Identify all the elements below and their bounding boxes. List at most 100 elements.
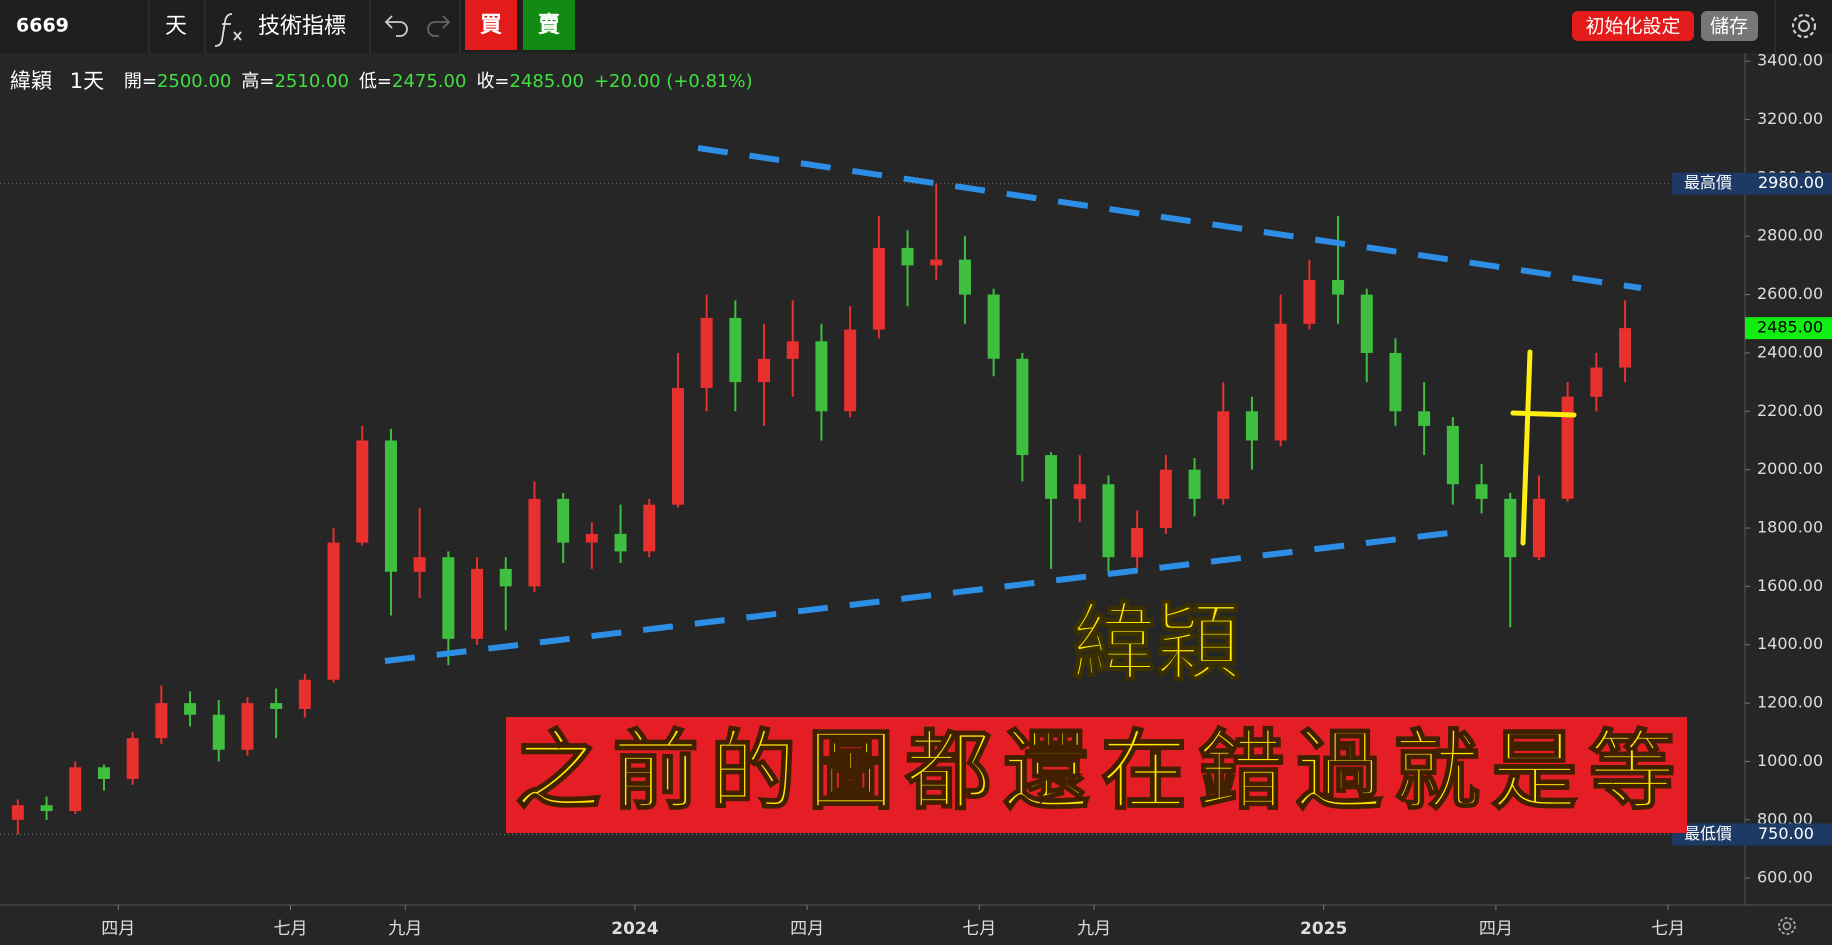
cross-mark [1510, 349, 1577, 546]
price-line-tag [1672, 172, 1832, 195]
candle-body [1446, 425, 1459, 485]
undo-icon[interactable] [384, 15, 408, 37]
price-line-tag [1672, 823, 1832, 846]
indicators-button[interactable]: 技術指標 [258, 14, 346, 39]
price-line-value: 750.00 [1758, 824, 1814, 843]
legend-label: 高= [241, 71, 274, 92]
buy-button[interactable] [465, 0, 517, 50]
x-tick-label: 七月 [962, 919, 996, 939]
x-tick-label: 四月 [790, 919, 824, 939]
legend-change: +20.00 (+0.81%) [594, 71, 753, 92]
legend-name: 緯穎 [10, 69, 52, 93]
symbol[interactable]: 6669 [16, 15, 69, 37]
y-tick-label: 1400.00 [1757, 634, 1823, 653]
plot-area: 600.00800.001000.001200.001400.001600.00… [0, 51, 1832, 939]
candle-body [958, 259, 971, 295]
candle-body [11, 805, 24, 820]
candle-body [1532, 498, 1545, 558]
candle-body [1619, 328, 1632, 368]
candle-body [585, 533, 598, 543]
save-label[interactable]: 儲存 [1710, 16, 1748, 38]
candle-body [1590, 367, 1603, 397]
legend-label: 收= [476, 71, 509, 92]
candle-body [930, 259, 943, 266]
candle-body [557, 498, 570, 543]
legend-value: 2500.00 [157, 71, 231, 92]
candle-body [184, 703, 197, 715]
candle-body [1245, 411, 1258, 441]
candle-body [384, 440, 397, 572]
candle-body [987, 294, 1000, 359]
y-tick-label: 2400.00 [1757, 342, 1823, 361]
candle-body [499, 568, 512, 587]
candle-body [356, 440, 369, 543]
candle-body [786, 341, 799, 359]
y-tick-label: 3200.00 [1757, 109, 1823, 128]
legend-label: 低= [359, 71, 392, 92]
candle-body [327, 542, 340, 680]
fx-icon[interactable] [214, 13, 242, 47]
candle-body [1274, 323, 1287, 441]
redo-icon[interactable] [427, 15, 451, 37]
candle-body [40, 805, 53, 812]
legend-interval: 1天 [70, 69, 104, 93]
candle-body [1131, 528, 1144, 558]
legend: 緯穎 1天 開=2500.00 高=2510.00 低=2475.00 收=2485.… [10, 69, 753, 93]
x-tick-label: 2024 [611, 919, 658, 939]
candle-body [700, 317, 713, 388]
candle-body [471, 568, 484, 639]
legend-value: 2485.00 [510, 71, 584, 92]
settings-icon[interactable] [1791, 13, 1817, 39]
save-button[interactable] [1701, 11, 1758, 41]
y-tick-label: 2600.00 [1757, 284, 1823, 303]
candle-body [844, 329, 857, 412]
y-tick-label: 3400.00 [1757, 51, 1823, 70]
last-price-label: 2485.00 [1757, 318, 1823, 337]
candle-body [1360, 294, 1373, 353]
toolbar [0, 0, 1832, 53]
legend-value: 2475.00 [392, 71, 466, 92]
candle-body [298, 679, 311, 709]
toolbar-separators [148, 0, 1776, 53]
candle-body [1475, 484, 1488, 499]
candle-body [126, 738, 139, 779]
x-tick-label: 九月 [388, 919, 422, 939]
buy-label[interactable]: 買 [480, 13, 502, 38]
candle-body [1159, 469, 1172, 529]
candle-body [1504, 498, 1517, 558]
price-line-value: 2980.00 [1758, 173, 1824, 192]
candle-body [1016, 358, 1029, 456]
candle-body [528, 498, 541, 587]
x-tick-label: 七月 [274, 919, 308, 939]
candle-body [872, 247, 885, 330]
x-tick-label: 九月 [1077, 919, 1111, 939]
candle-body [729, 317, 742, 383]
sell-button[interactable] [523, 0, 575, 50]
candle-body [1188, 469, 1201, 499]
x-tick-label: 2025 [1300, 919, 1347, 939]
candle-body [643, 504, 656, 552]
sell-label[interactable]: 賣 [538, 13, 561, 38]
candle-body [155, 703, 168, 739]
axis-settings-icon[interactable] [1778, 917, 1796, 935]
candle-body [69, 767, 82, 812]
candle-body [1102, 484, 1115, 558]
y-tick-label: 1200.00 [1757, 693, 1823, 712]
x-tick-label: 七月 [1651, 919, 1685, 939]
reset-button[interactable] [1572, 11, 1694, 41]
y-tick-label: 2800.00 [1757, 226, 1823, 245]
candle-body [1303, 280, 1316, 324]
reset-label[interactable]: 初始化設定 [1585, 16, 1680, 38]
candle-body [1389, 352, 1402, 412]
price-line-name: 最低價 [1684, 824, 1732, 843]
candle-body [758, 358, 771, 383]
x-tick-label: 四月 [1479, 919, 1513, 939]
candle-body [1418, 411, 1431, 426]
candle-body [1332, 280, 1345, 295]
candle-body [614, 533, 627, 552]
y-tick-label: 1000.00 [1757, 751, 1823, 770]
interval-button[interactable]: 天 [165, 14, 187, 39]
y-tick-label: 2200.00 [1757, 401, 1823, 420]
annotation-title: 緯穎 [1072, 593, 1241, 692]
